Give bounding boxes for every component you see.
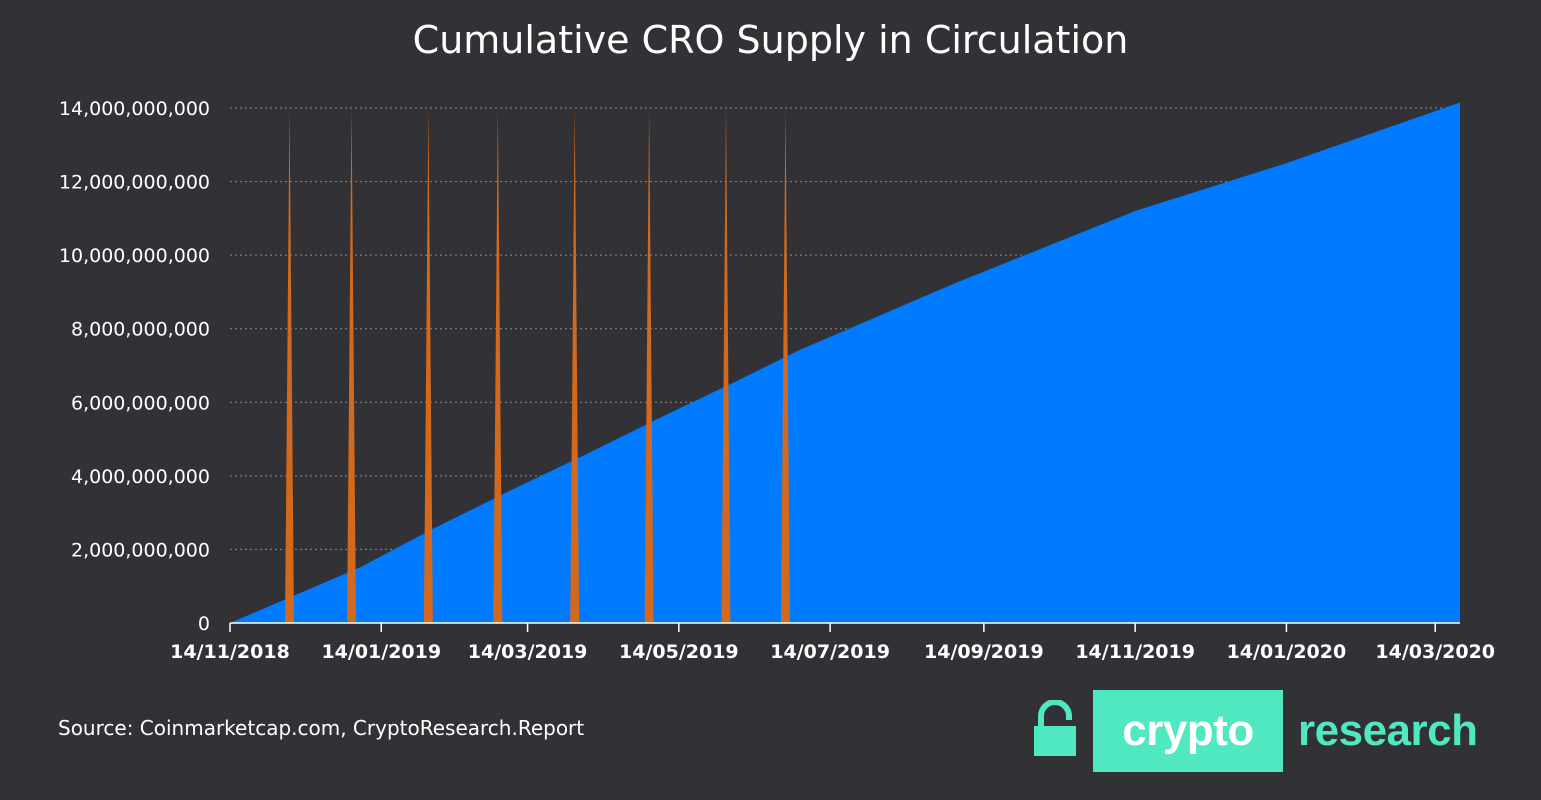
spike-mark [780, 108, 790, 623]
y-tick-label: 6,000,000,000 [71, 392, 210, 414]
y-tick-label: 4,000,000,000 [71, 466, 210, 488]
x-tick-label: 14/01/2019 [321, 641, 441, 663]
chart-title: Cumulative CRO Supply in Circulation [412, 18, 1129, 62]
lock-icon [1034, 700, 1076, 756]
y-tick-label: 2,000,000,000 [71, 539, 210, 561]
spike-mark [644, 108, 654, 623]
logo-crypto-box: crypto [1093, 690, 1283, 772]
spike-mark [423, 108, 433, 623]
spike-mark [570, 108, 580, 623]
y-tick-label: 0 [198, 613, 210, 635]
x-tick-label: 14/09/2019 [924, 641, 1044, 663]
source-note: Source: Coinmarketcap.com, CryptoResearc… [58, 716, 585, 740]
x-tick-label: 14/03/2020 [1375, 641, 1495, 663]
y-tick-label: 12,000,000,000 [59, 172, 210, 194]
x-tick-label: 14/07/2019 [770, 641, 890, 663]
spike-mark [347, 108, 357, 623]
x-tick-label: 14/03/2019 [468, 641, 588, 663]
spike-mark [285, 108, 295, 623]
y-tick-label: 8,000,000,000 [71, 319, 210, 341]
crypto-research-logo: crypto research [1030, 688, 1520, 772]
x-tick-label: 14/11/2019 [1075, 641, 1195, 663]
x-tick-label: 14/05/2019 [619, 641, 739, 663]
spike-mark [721, 108, 731, 623]
y-tick-label: 14,000,000,000 [59, 98, 210, 120]
y-tick-label: 10,000,000,000 [59, 245, 210, 267]
logo-research-text: research [1298, 706, 1478, 755]
x-tick-label: 14/01/2020 [1227, 641, 1347, 663]
spike-mark [493, 108, 503, 623]
x-tick-label: 14/11/2018 [170, 641, 290, 663]
area-series [230, 102, 1460, 624]
